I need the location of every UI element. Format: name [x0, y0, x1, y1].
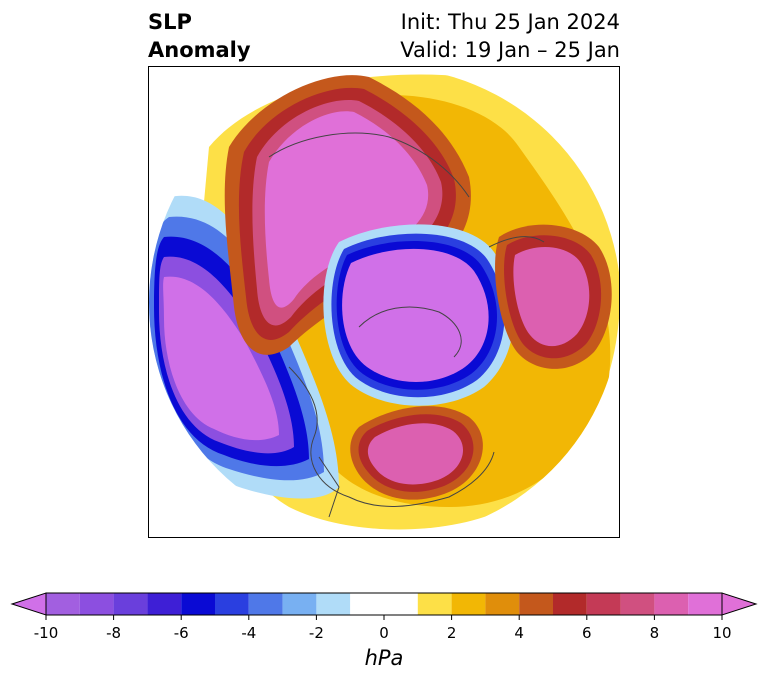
- colorbar-bin: [451, 593, 486, 615]
- colorbar-tick-label: 8: [649, 624, 660, 642]
- colorbar-bin: [248, 593, 283, 615]
- colorbar-tick-label: -2: [308, 624, 324, 642]
- colorbar-under-extension: [10, 592, 47, 616]
- map-subtitle: Init: Thu 25 Jan 2024 Valid: 19 Jan – 25…: [400, 8, 620, 64]
- colorbar-tick-label: 10: [712, 624, 732, 642]
- colorbar-bin: [553, 593, 587, 615]
- title-line-2: Anomaly: [148, 38, 251, 62]
- colorbar-bin: [79, 593, 114, 615]
- colorbar-bin: [181, 593, 215, 615]
- title-line-1: SLP: [148, 10, 192, 34]
- colorbar-bin: [519, 593, 553, 615]
- colorbar-over-extension: [721, 592, 758, 616]
- colorbar-tick-label: 6: [582, 624, 592, 642]
- colorbar-bin: [147, 593, 182, 615]
- colorbar-bin: [282, 593, 317, 615]
- colorbar-tick-label: -8: [106, 624, 122, 642]
- coastlines: [268, 96, 610, 518]
- europe-high-anomaly: [495, 224, 612, 369]
- init-date-label: Init: Thu 25 Jan 2024: [400, 10, 620, 34]
- map-panel: [148, 66, 620, 538]
- colorbar-tick-label: -4: [241, 624, 257, 642]
- colorbar-tick-label: -6: [173, 624, 189, 642]
- colorbar-ticks: [45, 615, 723, 620]
- colorbar-bin: [688, 593, 722, 615]
- arctic-low-anomaly: [323, 224, 514, 406]
- colorbar-bin: [654, 593, 689, 615]
- colorbar-bin: [316, 593, 351, 615]
- colorbar-bin: [586, 593, 621, 615]
- colorbar-bins: [45, 592, 723, 616]
- north-america-high-anomaly: [350, 406, 483, 500]
- colorbar-bin: [350, 593, 418, 615]
- colorbar-bin: [620, 593, 655, 615]
- pacific-low-anomaly: [149, 195, 339, 499]
- colorbar-tick-label: 2: [446, 624, 457, 642]
- colorbar-tick-label: 0: [379, 624, 389, 642]
- anomaly-map: [149, 67, 619, 537]
- colorbar-tick-label: 4: [514, 624, 524, 642]
- map-title: SLP Anomaly: [148, 8, 251, 64]
- colorbar-bin: [113, 593, 148, 615]
- colorbar-bin: [46, 593, 80, 615]
- colorbar: [10, 592, 758, 620]
- colorbar-bin: [215, 593, 249, 615]
- colorbar-bin: [485, 593, 520, 615]
- colorbar-bin: [417, 593, 452, 615]
- colorbar-tick-label: -10: [33, 624, 59, 642]
- valid-range-label: Valid: 19 Jan – 25 Jan: [400, 38, 620, 62]
- colorbar-units-label: hPa: [364, 646, 404, 670]
